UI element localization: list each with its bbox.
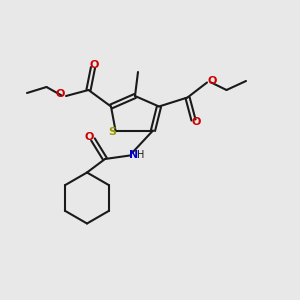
Text: O: O [90,59,99,70]
Text: H: H [137,150,145,161]
Text: S: S [109,127,116,137]
Text: O: O [207,76,217,86]
Text: N: N [129,150,138,161]
Text: O: O [85,131,94,142]
Text: O: O [56,89,65,100]
Text: O: O [192,117,201,128]
